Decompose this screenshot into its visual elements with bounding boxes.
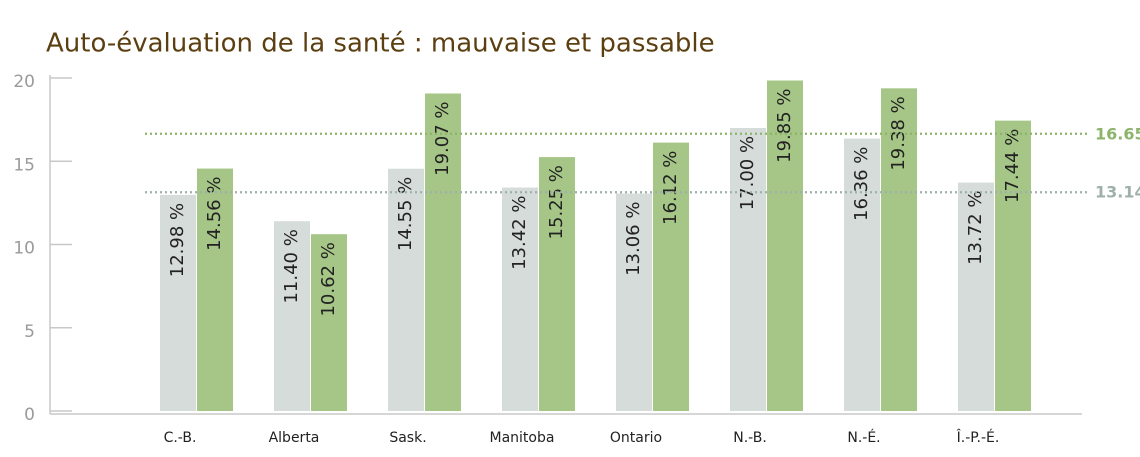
x-tick-label: C.-B. — [164, 430, 197, 446]
bar — [388, 168, 424, 411]
bar — [197, 168, 233, 411]
x-tick-label: Alberta — [269, 430, 320, 446]
value-label: 17.44 % — [1002, 129, 1023, 203]
x-tick-label: N.-É. — [847, 429, 880, 446]
bar — [539, 157, 575, 411]
reference-label: 13.14 — [1095, 183, 1140, 202]
value-label: 16.12 % — [660, 151, 681, 225]
value-label: 16.36 % — [851, 147, 872, 221]
reference-label: 16.65 — [1095, 124, 1140, 143]
value-label: 13.72 % — [965, 191, 986, 265]
x-tick-label: N.-B. — [733, 430, 767, 446]
bar — [274, 221, 310, 411]
bar — [616, 193, 652, 411]
y-tick-label: 20 — [13, 72, 35, 92]
x-tick-label: Î.-P.-É. — [956, 428, 1000, 446]
bar — [653, 142, 689, 412]
value-label: 15.25 % — [546, 165, 567, 239]
y-tick-label: 5 — [24, 322, 35, 342]
value-label: 14.55 % — [395, 177, 416, 251]
value-label: 19.38 % — [888, 96, 909, 170]
value-label: 10.62 % — [318, 242, 339, 316]
value-label: 17.00 % — [737, 136, 758, 210]
bar — [502, 187, 538, 411]
bar — [844, 138, 880, 411]
value-label: 12.98 % — [167, 203, 188, 277]
x-tick-label: Manitoba — [490, 430, 555, 446]
y-tick-label: 10 — [13, 239, 35, 259]
value-label: 14.56 % — [204, 177, 225, 251]
value-label: 19.85 % — [774, 88, 795, 162]
bar — [311, 234, 347, 411]
value-label: 11.40 % — [281, 229, 302, 303]
bar — [160, 194, 196, 411]
bar — [730, 127, 766, 411]
bar — [767, 80, 803, 411]
value-label: 19.07 % — [432, 101, 453, 175]
value-label: 13.42 % — [509, 196, 530, 270]
bar — [958, 182, 994, 411]
y-tick-label: 0 — [24, 405, 35, 425]
bar — [425, 93, 461, 411]
value-label: 13.06 % — [623, 202, 644, 276]
chart-title: Auto-évaluation de la santé : mauvaise e… — [46, 29, 715, 59]
y-tick-label: 15 — [13, 155, 35, 175]
bar — [995, 120, 1031, 412]
x-tick-label: Ontario — [610, 430, 662, 446]
x-tick-label: Sask. — [389, 430, 426, 446]
bar — [881, 88, 917, 411]
